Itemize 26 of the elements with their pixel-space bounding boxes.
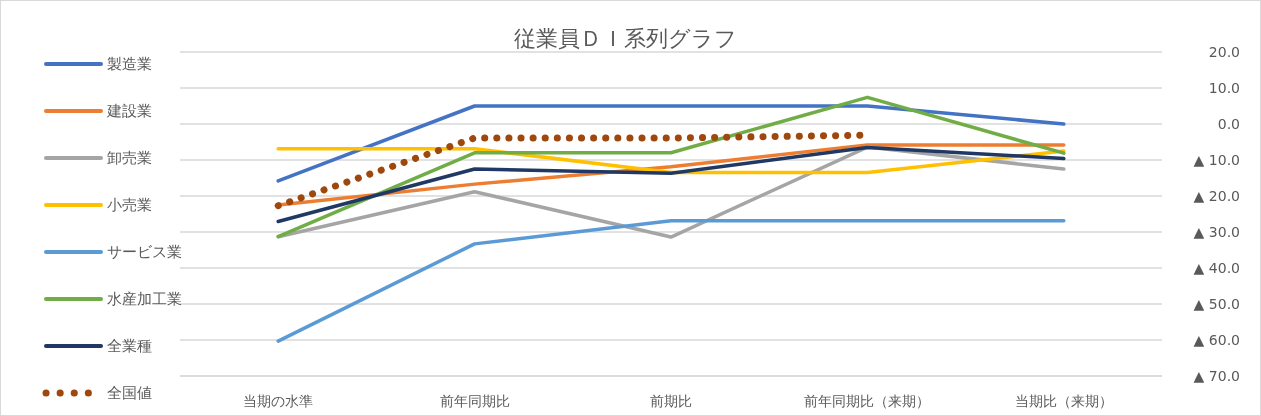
y-tick-label: ▲ 20.0 [1193, 188, 1240, 204]
y-tick-label: 10.0 [1208, 80, 1240, 96]
legend-label: 製造業 [107, 55, 152, 73]
legend-label: 卸売業 [107, 149, 152, 167]
legend-label: 全業種 [107, 337, 152, 355]
y-tick-label: ▲ 30.0 [1193, 224, 1240, 240]
y-tick-label: ▲ 40.0 [1193, 260, 1240, 276]
y-tick-label: 0.0 [1217, 116, 1240, 132]
legend-label: サービス業 [107, 243, 182, 261]
x-tick-label: 前年同期比 [439, 393, 510, 409]
line-series [276, 95, 1066, 239]
x-tick-label: 当期比（来期） [1014, 393, 1113, 409]
y-tick-label: 20.0 [1208, 44, 1240, 60]
y-tick-label: ▲ 60.0 [1193, 332, 1240, 348]
x-tick-label: 前年同期比（来期） [804, 393, 931, 409]
y-tick-label: ▲ 10.0 [1193, 152, 1240, 168]
legend-label: 水産加工業 [107, 290, 182, 308]
chart-title: 従業員ＤＩ系列グラフ [513, 26, 737, 51]
x-tick-label: 当期の水準 [243, 393, 314, 409]
x-tick-label: 前期比 [650, 393, 692, 409]
legend-label: 建設業 [106, 102, 152, 120]
legend-label: 全国値 [107, 384, 152, 402]
y-tick-label: ▲ 50.0 [1193, 296, 1240, 312]
line-series [276, 145, 1066, 224]
legend-label: 小売業 [107, 196, 152, 214]
y-tick-label: ▲ 70.0 [1193, 368, 1240, 384]
